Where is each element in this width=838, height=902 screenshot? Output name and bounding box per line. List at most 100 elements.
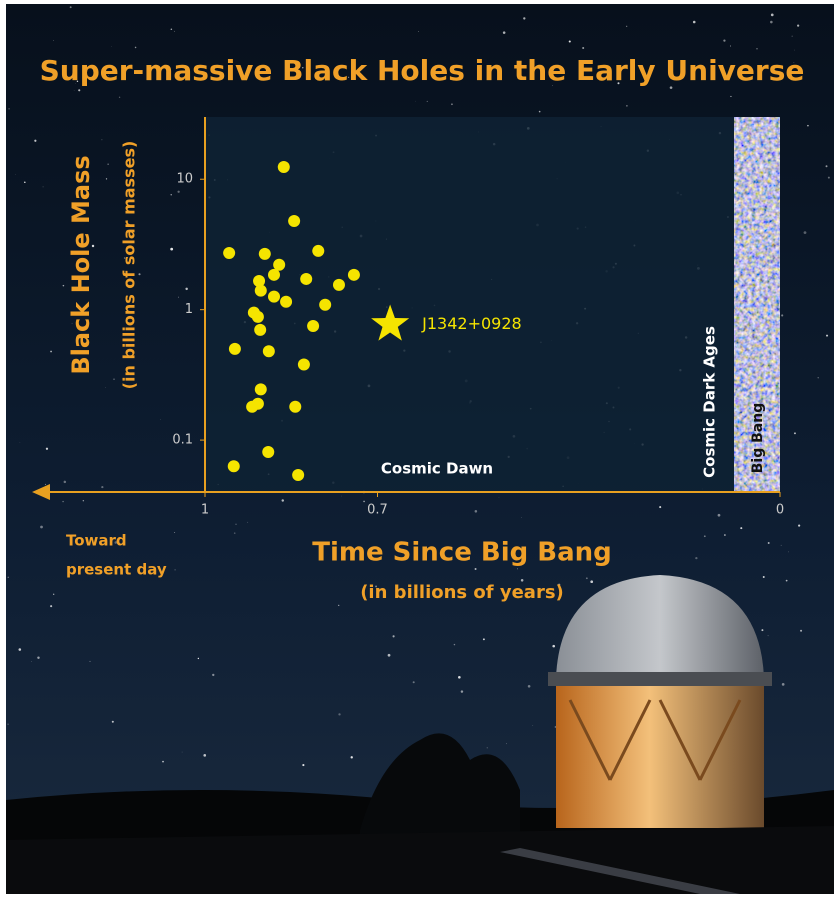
star-dot	[828, 177, 830, 179]
star-dot	[458, 676, 461, 679]
star-dot	[807, 125, 809, 127]
star-dot	[83, 500, 84, 501]
y-axis-label: Black Hole Mass	[67, 155, 95, 374]
y-tick-label: 0.1	[172, 433, 193, 448]
star-dot	[782, 683, 785, 686]
annotation: Big Bang	[750, 403, 766, 473]
star-dot	[797, 25, 799, 27]
star-dot	[212, 674, 214, 676]
star-dot	[63, 285, 65, 287]
data-point	[255, 285, 267, 297]
star-dot	[119, 97, 120, 98]
star-dot	[461, 690, 463, 692]
star-dot	[804, 231, 807, 234]
x-axis-label: Time Since Big Bang	[312, 538, 612, 568]
star-dot	[7, 724, 8, 725]
data-point	[298, 358, 310, 370]
star-dot	[528, 685, 531, 688]
highlight-label: J1342+0928	[421, 314, 522, 333]
star-dot	[763, 576, 765, 578]
data-point	[254, 324, 266, 336]
star-dot	[586, 577, 588, 579]
star-dot	[46, 448, 48, 450]
star-dot	[475, 568, 477, 570]
data-point	[289, 401, 301, 413]
star-dot	[107, 164, 108, 165]
star-dot	[730, 96, 731, 97]
star-dot	[786, 580, 788, 582]
star-dot	[475, 510, 478, 513]
star-dot	[101, 139, 102, 140]
star-dot	[761, 629, 763, 631]
data-point	[300, 273, 312, 285]
star-dot	[78, 89, 80, 91]
star-dot	[723, 40, 725, 42]
star-dot	[794, 432, 796, 434]
data-point	[223, 247, 235, 259]
star-dot	[569, 40, 571, 42]
star-dot	[517, 569, 518, 570]
star-dot	[626, 26, 627, 27]
star-dot	[174, 532, 175, 533]
y-tick-label: 1	[185, 302, 193, 317]
star-dot	[302, 764, 304, 766]
star-dot	[19, 648, 22, 651]
star-dot	[282, 499, 284, 501]
star-dot	[427, 101, 428, 102]
annotation: Cosmic Dawn	[381, 460, 493, 478]
star-dot	[483, 638, 485, 640]
direction-label: present day	[66, 561, 167, 579]
star-dot	[31, 661, 32, 662]
star-dot	[53, 594, 54, 595]
star-dot	[523, 17, 525, 19]
data-point	[252, 398, 264, 410]
star-dot	[182, 752, 183, 753]
star-dot	[203, 754, 206, 757]
star-dot	[43, 186, 44, 187]
star-dot	[338, 605, 339, 606]
star-dot	[34, 140, 36, 142]
star-dot	[138, 273, 140, 275]
star-dot	[170, 194, 171, 195]
data-point	[263, 345, 275, 357]
star-dot	[781, 545, 782, 546]
star-dot	[185, 288, 187, 290]
star-dot	[162, 761, 164, 763]
star-dot	[24, 181, 26, 183]
data-point	[292, 469, 304, 481]
star-dot	[781, 314, 783, 316]
star-dot	[388, 654, 391, 657]
star-dot	[135, 47, 137, 49]
star-dot	[818, 377, 819, 378]
star-dot	[236, 524, 237, 525]
star-dot	[487, 747, 488, 748]
star-dot	[338, 713, 340, 715]
star-dot	[53, 40, 54, 41]
star-dot	[178, 297, 179, 298]
star-dot	[37, 656, 39, 658]
star-dot	[418, 31, 419, 32]
star-dot	[770, 21, 773, 24]
star-dot	[695, 557, 697, 559]
star-dot	[826, 335, 828, 337]
star-dot	[582, 47, 584, 49]
star-dot	[693, 21, 696, 24]
data-point	[262, 446, 274, 458]
star-dot	[106, 178, 107, 179]
star-dot	[351, 756, 353, 758]
data-point	[312, 245, 324, 257]
star-dot	[50, 605, 52, 607]
star-dot	[40, 526, 43, 529]
star-dot	[50, 351, 52, 353]
star-dot	[74, 90, 75, 91]
star-dot	[590, 580, 593, 583]
y-axis-sublabel: (in billions of solar masses)	[120, 141, 139, 390]
y-tick-label: 10	[176, 172, 193, 187]
star-dot	[45, 484, 46, 485]
star-dot	[826, 165, 828, 167]
data-point	[307, 320, 319, 332]
star-dot	[788, 551, 789, 552]
star-dot	[730, 45, 731, 46]
star-dot	[62, 501, 63, 502]
